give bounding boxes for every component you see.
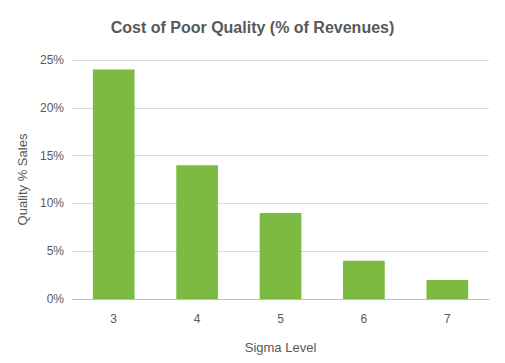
svg-text:3: 3 xyxy=(110,312,117,326)
svg-text:Quality % Sales: Quality % Sales xyxy=(15,133,30,225)
svg-text:15%: 15% xyxy=(40,149,64,163)
svg-text:5%: 5% xyxy=(47,244,65,258)
svg-text:Sigma Level: Sigma Level xyxy=(245,340,317,355)
svg-text:Cost of Poor Quality (% of Rev: Cost of Poor Quality (% of Revenues) xyxy=(111,19,395,36)
svg-text:7: 7 xyxy=(444,312,451,326)
svg-text:10%: 10% xyxy=(40,196,64,210)
svg-text:25%: 25% xyxy=(40,53,64,67)
svg-text:5: 5 xyxy=(277,312,284,326)
svg-text:0%: 0% xyxy=(47,292,65,306)
svg-text:4: 4 xyxy=(194,312,201,326)
svg-text:20%: 20% xyxy=(40,101,64,115)
svg-text:6: 6 xyxy=(361,312,368,326)
